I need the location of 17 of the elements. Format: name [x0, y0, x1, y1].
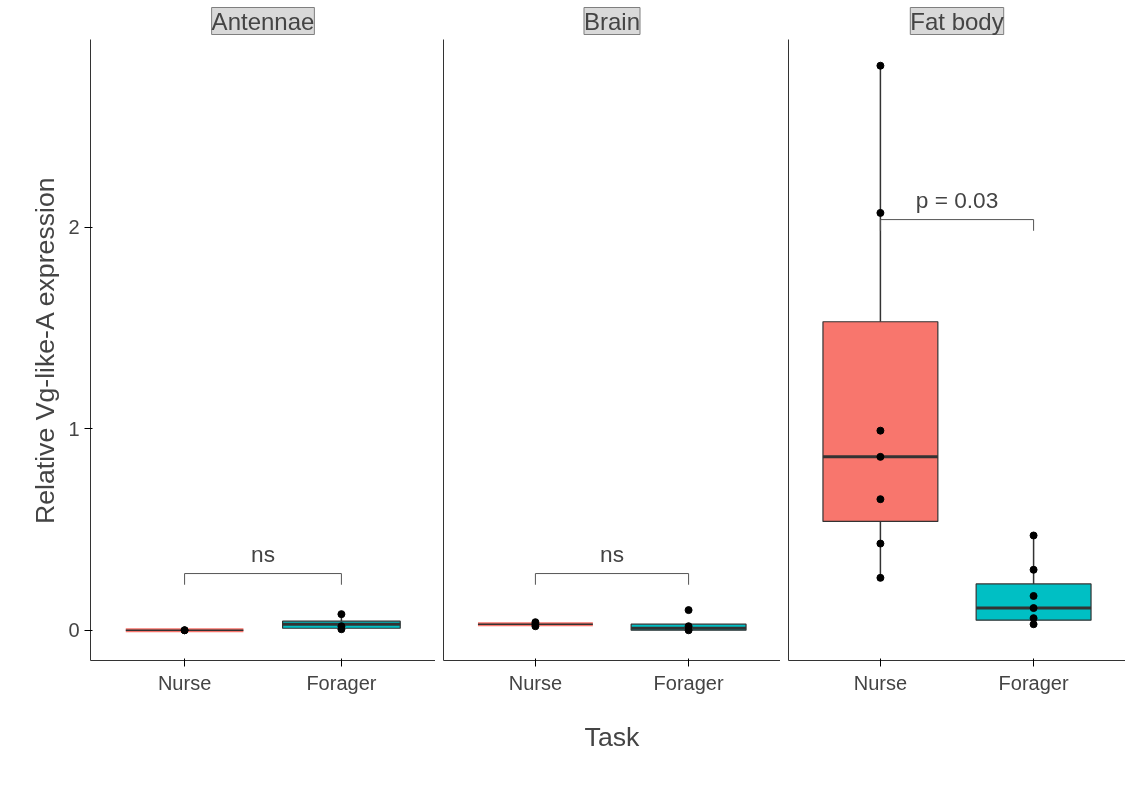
y-tick-label: 1	[68, 417, 80, 440]
x-tick-label: Nurse	[508, 671, 563, 694]
chart-title: Antennae	[211, 7, 315, 35]
annotation: ns	[251, 540, 275, 567]
chart-title: Brain	[583, 7, 641, 35]
y-tick-label: 2	[68, 216, 80, 239]
x-axis-title: Task	[584, 721, 641, 752]
chart-title: Fat body	[910, 7, 1004, 35]
annotation: p = 0.03	[915, 186, 999, 213]
x-tick-label: Nurse	[157, 671, 212, 694]
x-tick-label: Forager	[653, 671, 724, 694]
x-tick-label: Forager	[998, 671, 1069, 694]
x-tick-label: Nurse	[853, 671, 908, 694]
y-axis-title: Relative Vg-like-A expression	[30, 177, 61, 525]
annotation: ns	[600, 540, 624, 567]
x-tick-label: Forager	[306, 671, 377, 694]
y-tick-label: 0	[68, 619, 80, 642]
